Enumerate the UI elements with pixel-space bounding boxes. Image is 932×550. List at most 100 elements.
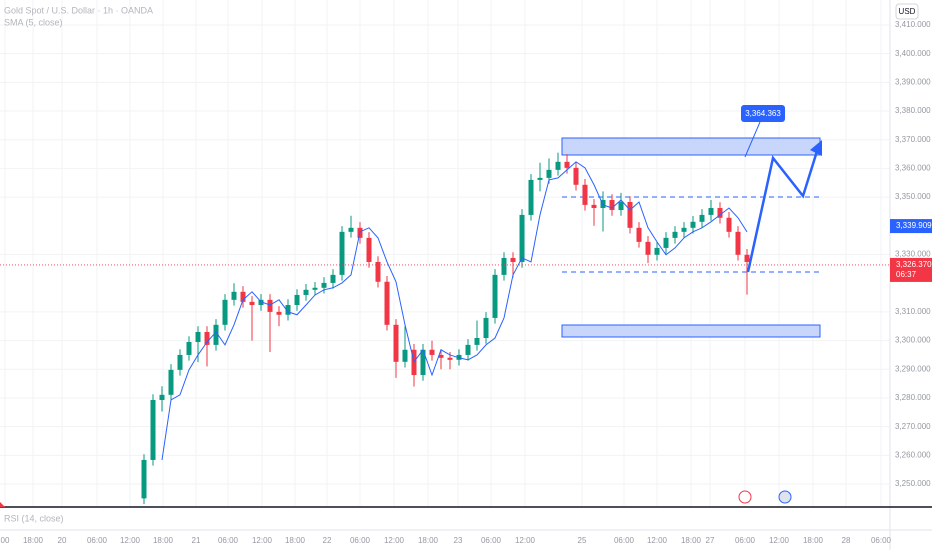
candle-body (465, 344, 471, 355)
candle-body (492, 274, 498, 318)
candle-body (312, 287, 318, 290)
callout-label: 3,364.363 (745, 109, 781, 118)
indicator-title: SMA (5, close) (4, 17, 63, 27)
candle-body (690, 221, 696, 228)
x-tick-label: 28 (842, 536, 851, 545)
candle-body (699, 214, 705, 222)
candle-body (447, 357, 453, 360)
candle-body (483, 317, 489, 338)
candle-body (150, 399, 156, 460)
candle-body (672, 231, 678, 238)
candle-body (267, 299, 273, 312)
x-tick-label: 21 (192, 536, 201, 545)
callout (741, 105, 785, 122)
x-tick-label: 12:00 (769, 536, 790, 545)
x-tick-label: 12:00 (384, 536, 405, 545)
candle-body (249, 301, 255, 306)
x-tick-label: 06:00 (735, 536, 756, 545)
x-tick-label: 12:00 (515, 536, 536, 545)
y-tick-label: 3,370.000 (895, 135, 931, 144)
candle-body (555, 161, 561, 170)
y-tick-label: 3,310.000 (895, 307, 931, 316)
x-tick-label: 06:00 (218, 536, 239, 545)
y-tick-label: 3,390.000 (895, 77, 931, 86)
event-icon[interactable] (738, 490, 752, 504)
y-tick-label: 3,290.000 (895, 364, 931, 373)
candle-body (627, 201, 633, 228)
y-tick-label: 3,300.000 (895, 336, 931, 345)
y-tick-label: 3,380.000 (895, 106, 931, 115)
candle-body (159, 394, 165, 400)
x-tick-label: 18:00 (803, 536, 824, 545)
candle-body (609, 199, 615, 211)
candle-body (195, 331, 201, 343)
sma-tag (890, 219, 932, 234)
y-tick-label: 3,260.000 (895, 450, 931, 459)
callout-line (744, 121, 761, 158)
candle-body (231, 291, 237, 300)
countdown: 06:37 (896, 270, 917, 279)
candle-body (321, 282, 327, 288)
candle-body (645, 241, 651, 255)
candle-body (663, 237, 669, 248)
y-tick-label: 3,400.000 (895, 49, 931, 58)
candle-body (510, 257, 516, 262)
x-tick-label: 12:00 (647, 536, 668, 545)
candle-body (402, 349, 408, 362)
currency-button[interactable] (895, 3, 919, 20)
event-icon[interactable] (778, 490, 792, 504)
candle-body (366, 237, 372, 262)
candle-body (744, 254, 750, 262)
candle-body (429, 349, 435, 355)
candle-body (582, 184, 588, 205)
x-tick-label: 18:00 (285, 536, 306, 545)
candle-body (141, 459, 147, 499)
y-tick-label: 3,330.000 (895, 250, 931, 259)
marker (0, 502, 5, 507)
candle-body (438, 354, 444, 358)
x-tick-label: 23 (454, 536, 463, 545)
candle-body (681, 227, 687, 232)
candle-body (501, 257, 507, 275)
candle-body (177, 354, 183, 370)
candle-body (735, 231, 741, 255)
y-tick-label: 3,250.000 (895, 479, 931, 488)
candle-body (285, 305, 291, 315)
last-price-label: 3,326.370 (896, 260, 932, 269)
candle-body (393, 324, 399, 362)
y-tick-label: 3,360.000 (895, 164, 931, 173)
candle-body (339, 231, 345, 275)
x-tick-label: 06:00 (87, 536, 108, 545)
x-tick-label: 06:00 (350, 536, 371, 545)
x-tick-label: 18:00 (418, 536, 439, 545)
candle-body (636, 227, 642, 242)
x-tick-label: 18:00 (681, 536, 702, 545)
candle-body (204, 331, 210, 345)
projection-path (746, 147, 820, 273)
candle-body (519, 214, 525, 262)
candle-body (708, 208, 714, 215)
x-tick-label: 06:00 (614, 536, 635, 545)
symbol-title: Gold Spot / U.S. Dollar · 1h · OANDA (4, 5, 153, 15)
candle-body (717, 208, 723, 218)
candles (0, 152, 890, 505)
candle-body (186, 342, 192, 355)
demand-zone (561, 324, 821, 338)
x-tick-label: 18:00 (153, 536, 174, 545)
x-tick-label: 12:00 (120, 536, 141, 545)
arrow-head (810, 140, 822, 156)
candle-body (375, 261, 381, 282)
candle-body (420, 349, 426, 376)
candle-body (222, 299, 228, 325)
x-tick-label: 27 (706, 536, 715, 545)
candle-body (330, 274, 336, 283)
x-tick-label: 06:00 (871, 536, 892, 545)
currency[interactable]: USD (899, 7, 916, 16)
candle-body (573, 167, 579, 185)
x-tick-label: 20 (58, 536, 67, 545)
candle-body (348, 227, 354, 232)
candle-body (528, 179, 534, 215)
x-tick-label: 06:00 (481, 536, 502, 545)
candle-body (654, 247, 660, 255)
